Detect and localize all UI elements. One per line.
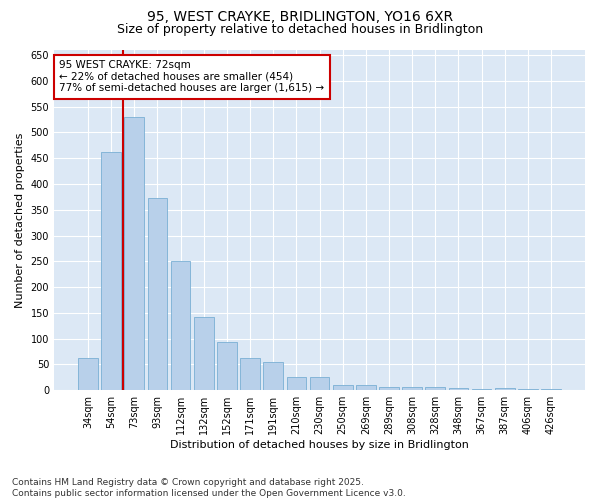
Bar bbox=[101, 152, 121, 390]
Text: Contains HM Land Registry data © Crown copyright and database right 2025.
Contai: Contains HM Land Registry data © Crown c… bbox=[12, 478, 406, 498]
Bar bbox=[148, 198, 167, 390]
Bar bbox=[78, 358, 98, 390]
Bar bbox=[263, 362, 283, 390]
Bar bbox=[333, 385, 353, 390]
Bar bbox=[194, 317, 214, 390]
Text: Size of property relative to detached houses in Bridlington: Size of property relative to detached ho… bbox=[117, 22, 483, 36]
Bar bbox=[356, 385, 376, 390]
Bar bbox=[472, 388, 491, 390]
Bar bbox=[310, 378, 329, 390]
Bar bbox=[449, 388, 468, 390]
Bar bbox=[124, 117, 144, 390]
Bar bbox=[171, 262, 190, 390]
Bar bbox=[287, 378, 306, 390]
Text: 95, WEST CRAYKE, BRIDLINGTON, YO16 6XR: 95, WEST CRAYKE, BRIDLINGTON, YO16 6XR bbox=[147, 10, 453, 24]
Bar bbox=[217, 342, 237, 390]
Y-axis label: Number of detached properties: Number of detached properties bbox=[15, 132, 25, 308]
Bar bbox=[402, 386, 422, 390]
Bar bbox=[379, 386, 399, 390]
Bar bbox=[541, 388, 561, 390]
Bar bbox=[240, 358, 260, 390]
X-axis label: Distribution of detached houses by size in Bridlington: Distribution of detached houses by size … bbox=[170, 440, 469, 450]
Bar bbox=[518, 388, 538, 390]
Bar bbox=[425, 386, 445, 390]
Text: 95 WEST CRAYKE: 72sqm
← 22% of detached houses are smaller (454)
77% of semi-det: 95 WEST CRAYKE: 72sqm ← 22% of detached … bbox=[59, 60, 325, 94]
Bar bbox=[495, 388, 515, 390]
